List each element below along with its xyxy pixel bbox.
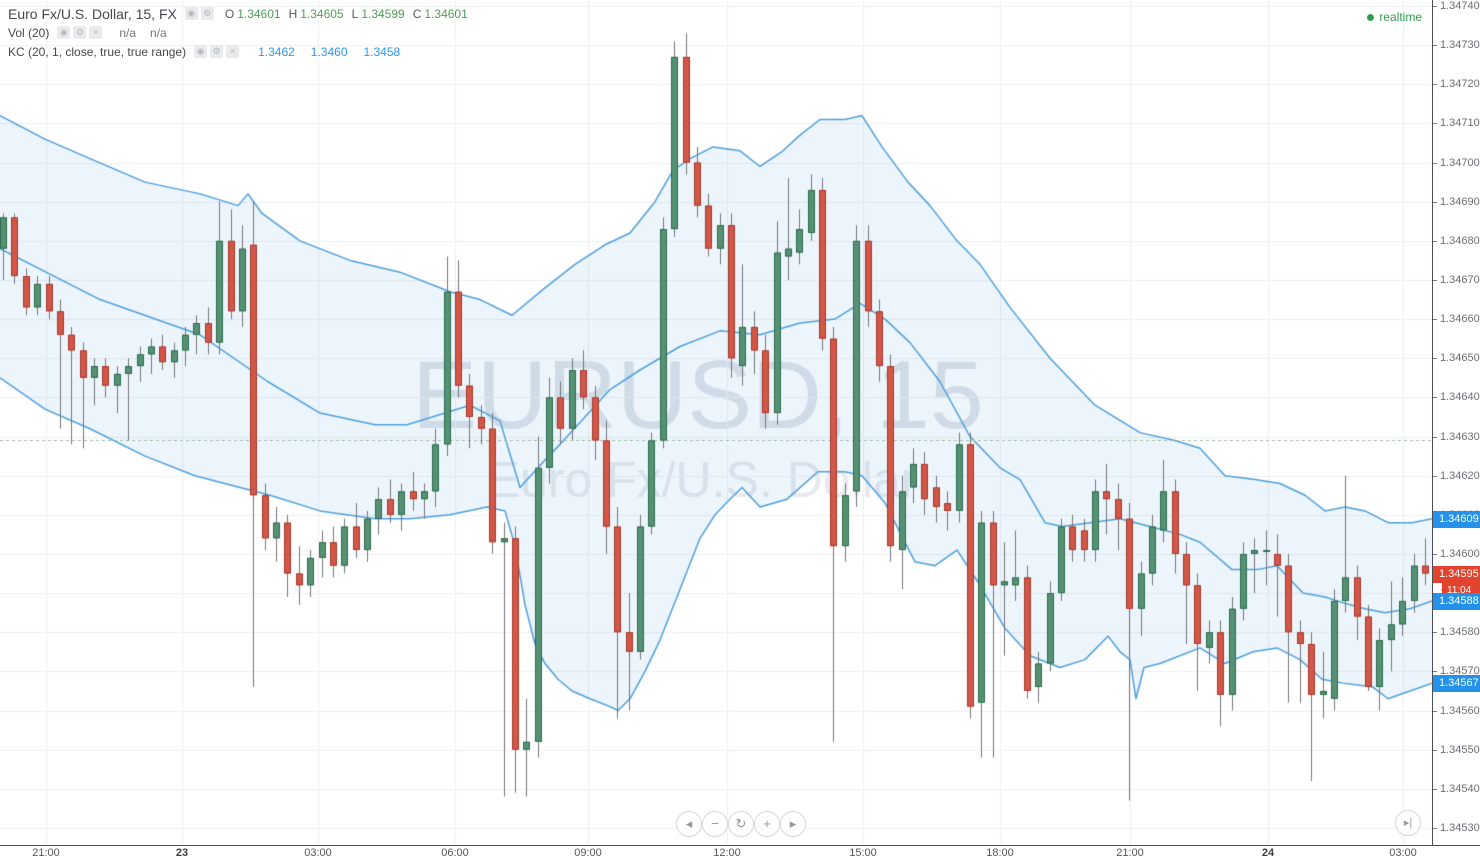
goto-realtime-button[interactable]: ▸| (1395, 810, 1421, 836)
time-tick-label: 09:00 (574, 847, 602, 859)
price-tick-label: 1.34640 (1440, 391, 1480, 403)
price-tick-label: 1.34630 (1440, 431, 1480, 443)
low-value: 1.34599 (361, 6, 405, 21)
time-tick-label: 03:00 (1389, 847, 1417, 859)
gear-icon[interactable]: ⚙ (210, 45, 224, 58)
price-tick-label: 1.34740 (1440, 0, 1480, 12)
kc-indicator-label: KC (20, 1, close, true, true range) (8, 44, 187, 59)
price-tick (1433, 45, 1437, 46)
price-tick-label: 1.34650 (1440, 352, 1480, 364)
time-axis[interactable]: 21:00 23 03:00 06:00 09:00 12:00 15:00 18:00 21:… (0, 845, 1480, 861)
close-icon[interactable]: × (226, 45, 240, 58)
open-value: 1.34601 (237, 6, 281, 21)
price-tick-label: 1.34720 (1440, 78, 1480, 90)
price-tick (1433, 163, 1437, 164)
price-tick (1433, 358, 1437, 359)
price-tick-label: 1.34710 (1440, 117, 1480, 129)
price-tick-label: 1.34730 (1440, 39, 1480, 51)
realtime-label: realtime (1379, 10, 1422, 24)
price-tick (1433, 476, 1437, 477)
price-tick (1433, 123, 1437, 124)
time-tick-label: 18:00 (986, 847, 1014, 859)
zoom-in-button[interactable]: + (754, 811, 780, 837)
eye-icon[interactable]: ◉ (57, 26, 71, 39)
scroll-left-button[interactable]: ◂ (676, 811, 702, 837)
scroll-right-button[interactable]: ▸ (780, 811, 806, 837)
price-label-1.34595: 1.34595 (1433, 566, 1480, 583)
low-label: L (351, 6, 359, 21)
price-tick (1433, 789, 1437, 790)
price-tick (1433, 202, 1437, 203)
price-tick-label: 1.34680 (1440, 235, 1480, 247)
price-label-1.34609: 1.34609 (1433, 511, 1480, 528)
price-tick (1433, 671, 1437, 672)
price-label-1.34588: 1.34588 (1433, 593, 1480, 610)
price-tick (1433, 632, 1437, 633)
price-chart-canvas[interactable] (0, 0, 1432, 845)
price-tick (1433, 280, 1437, 281)
price-tick-label: 1.34700 (1440, 157, 1480, 169)
symbol-row: Euro Fx/U.S. Dollar, 15, FX ◉ ⚙ O 1.3460… (8, 4, 468, 23)
price-axis[interactable]: 1.34740 1.34730 1.34720 1.34710 1.34700 1.346… (1432, 0, 1480, 845)
gear-icon[interactable]: ⚙ (73, 26, 87, 39)
kc-upper-value: 1.3462 (258, 44, 295, 59)
price-tick-label: 1.34670 (1440, 274, 1480, 286)
realtime-dot-icon (1367, 13, 1375, 21)
eye-icon[interactable]: ◉ (184, 7, 198, 20)
price-tick-label: 1.34560 (1440, 705, 1480, 717)
price-tick (1433, 84, 1437, 85)
price-tick (1433, 6, 1437, 7)
eye-icon[interactable]: ◉ (194, 45, 208, 58)
kc-indicator-row: KC (20, 1, close, true, true range) ◉ ⚙ … (8, 42, 468, 61)
kc-lower-value: 1.3458 (363, 44, 401, 59)
close-value: 1.34601 (424, 6, 468, 21)
price-tick-label: 1.34530 (1440, 822, 1480, 834)
volume-value-1: n/a (119, 25, 137, 40)
kc-middle-value: 1.3460 (310, 44, 348, 59)
high-label: H (288, 6, 298, 21)
price-tick (1433, 711, 1437, 712)
close-label: C (412, 6, 422, 21)
volume-value-2: n/a (150, 25, 167, 40)
price-tick-label: 1.34600 (1440, 548, 1480, 560)
realtime-status: realtime (1367, 10, 1422, 24)
legend: Euro Fx/U.S. Dollar, 15, FX ◉ ⚙ O 1.3460… (8, 4, 468, 61)
time-tick-label: 24 (1261, 847, 1275, 859)
price-tick-label: 1.34570 (1440, 665, 1480, 677)
open-label: O (224, 6, 235, 21)
price-tick (1433, 828, 1437, 829)
time-tick-label: 21:00 (32, 847, 60, 859)
volume-indicator-row: Vol (20) ◉ ⚙ × n/a n/a (8, 23, 468, 42)
price-tick (1433, 554, 1437, 555)
volume-indicator-label: Vol (20) (8, 25, 50, 40)
price-tick-label: 1.34540 (1440, 783, 1480, 795)
price-tick-label: 1.34690 (1440, 196, 1480, 208)
time-tick-label: 21:00 (1116, 847, 1144, 859)
price-tick-label: 1.34660 (1440, 313, 1480, 325)
price-tick (1433, 437, 1437, 438)
price-tick-label: 1.34580 (1440, 626, 1480, 638)
price-tick (1433, 397, 1437, 398)
price-tick (1433, 319, 1437, 320)
time-tick-label: 15:00 (849, 847, 877, 859)
gear-icon[interactable]: ⚙ (200, 7, 214, 20)
symbol-title: Euro Fx/U.S. Dollar, 15, FX (8, 5, 177, 22)
price-tick-label: 1.34620 (1440, 470, 1480, 482)
price-tick-label: 1.34550 (1440, 744, 1480, 756)
time-tick-label: 06:00 (441, 847, 469, 859)
time-tick-label: 12:00 (713, 847, 741, 859)
close-icon[interactable]: × (89, 26, 103, 39)
price-tick (1433, 241, 1437, 242)
zoom-out-button[interactable]: − (702, 811, 728, 837)
reset-view-button[interactable]: ↻ (728, 811, 754, 837)
price-tick (1433, 750, 1437, 751)
time-tick-label: 03:00 (304, 847, 332, 859)
high-value: 1.34605 (300, 6, 344, 21)
price-label-1.34567: 1.34567 (1433, 675, 1480, 692)
time-tick-label: 23 (175, 847, 189, 859)
